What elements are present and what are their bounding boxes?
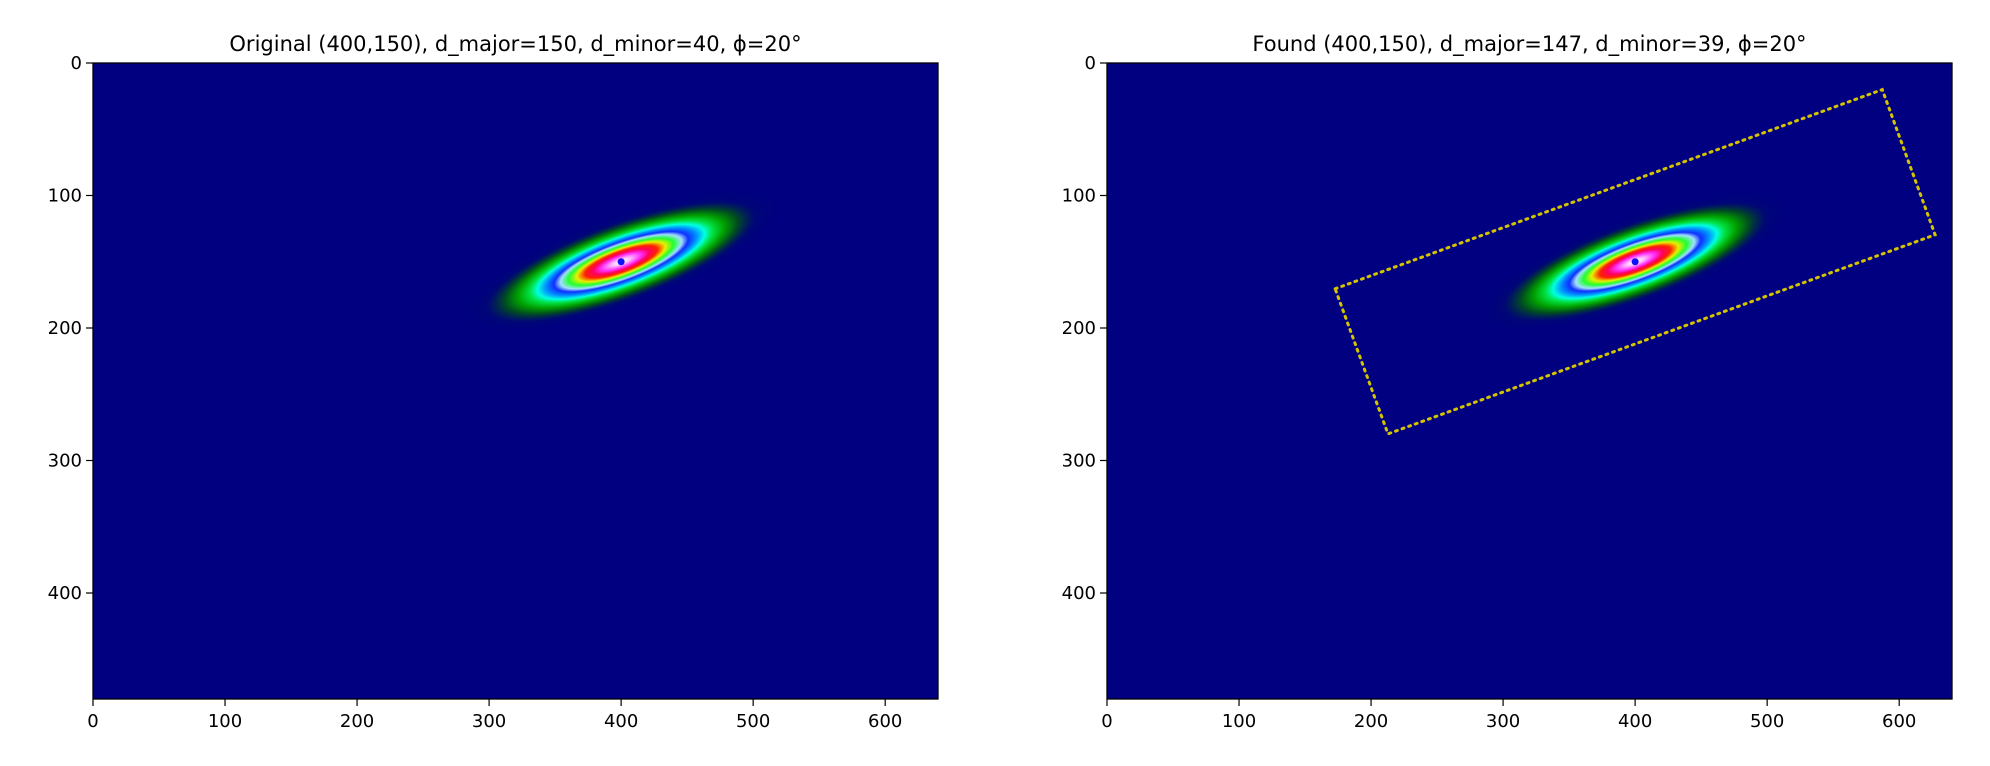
x-tick-label: 200 [1354, 711, 1388, 732]
y-tick-label: 100 [48, 186, 82, 207]
x-tick-label: 200 [340, 711, 374, 732]
x-tick-label: 300 [1486, 711, 1520, 732]
y-tick-label: 300 [48, 451, 82, 472]
y-tick-label: 0 [71, 53, 82, 74]
axes-frame [92, 62, 939, 700]
x-tick-label: 100 [208, 711, 242, 732]
x-tick-label: 400 [604, 711, 638, 732]
image-background [93, 63, 938, 699]
y-tick-label: 400 [1062, 583, 1096, 604]
center-point [617, 258, 625, 266]
image-content [1333, 87, 1938, 436]
x-tick-label: 100 [1222, 711, 1256, 732]
y-tick-label: 100 [1062, 186, 1096, 207]
chart-title: Found (400,150), d_major=147, d_minor=39… [1252, 32, 1806, 57]
image-content [457, 188, 785, 336]
x-tick-label: 0 [1101, 711, 1112, 732]
axes-frame [1106, 62, 1953, 700]
center-point [1631, 258, 1639, 266]
y-tick-label: 200 [1062, 318, 1096, 339]
x-tick-label: 600 [868, 711, 902, 732]
y-tick-label: 200 [48, 318, 82, 339]
x-tick-label: 400 [1618, 711, 1652, 732]
chart-title: Original (400,150), d_major=150, d_minor… [229, 32, 801, 57]
fit-box [1333, 87, 1938, 436]
x-tick-label: 300 [472, 711, 506, 732]
x-tick-label: 0 [87, 711, 98, 732]
x-tick-label: 500 [736, 711, 770, 732]
y-tick-label: 400 [48, 583, 82, 604]
image-background [1107, 63, 1952, 699]
x-tick-label: 600 [1882, 711, 1916, 732]
x-tick-label: 500 [1750, 711, 1784, 732]
y-tick-label: 0 [1085, 53, 1096, 74]
y-tick-label: 300 [1062, 451, 1096, 472]
